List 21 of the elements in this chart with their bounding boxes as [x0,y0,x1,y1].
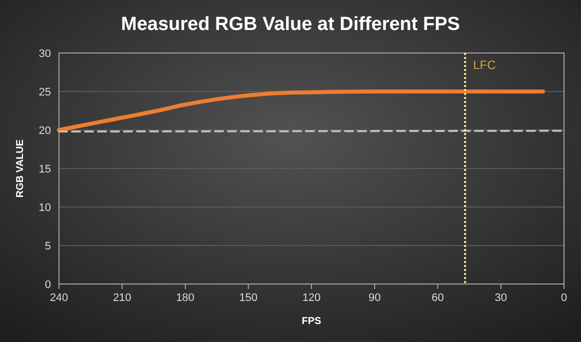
x-tick-label: 30 [494,292,507,304]
y-tick-label: 30 [38,48,51,60]
y-tick-label: 20 [38,125,51,137]
y-tick-label: 15 [38,164,51,176]
x-tick-label: 120 [302,292,321,304]
x-tick-label: 150 [239,292,258,304]
x-tick-label: 0 [560,292,568,304]
ref-line-label: LFC [473,58,496,72]
x-axis-title: FPS [302,316,322,327]
y-tick-label: 25 [38,86,51,98]
y-tick-label: 10 [38,202,51,214]
line-series [57,90,545,132]
x-tick-label: 180 [176,292,194,304]
y-tick-label: 0 [44,279,51,291]
x-tick-label: 240 [50,292,68,304]
y-tick-label: 5 [44,240,51,252]
x-tick-label: 210 [112,292,132,304]
x-tick-label: 90 [368,292,381,304]
y-axis-title: RGB VALUE [15,139,26,198]
chart-title: Measured RGB Value at Different FPS [121,14,460,35]
x-tick-label: 60 [432,292,444,304]
